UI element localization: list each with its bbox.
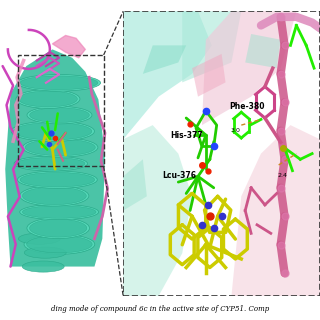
- Ellipse shape: [17, 75, 100, 91]
- Polygon shape: [143, 45, 186, 74]
- Text: Lcu-376: Lcu-376: [163, 171, 196, 180]
- Ellipse shape: [22, 187, 86, 205]
- Polygon shape: [123, 125, 192, 296]
- Ellipse shape: [16, 90, 80, 108]
- Polygon shape: [245, 34, 281, 68]
- Ellipse shape: [27, 106, 92, 124]
- Text: 3.0: 3.0: [230, 128, 240, 133]
- Ellipse shape: [11, 121, 94, 141]
- Polygon shape: [123, 11, 212, 139]
- Ellipse shape: [17, 157, 85, 170]
- Ellipse shape: [22, 206, 96, 218]
- Ellipse shape: [19, 233, 60, 244]
- Ellipse shape: [14, 123, 92, 140]
- Bar: [18, 55, 104, 166]
- Ellipse shape: [20, 172, 95, 187]
- Ellipse shape: [29, 219, 87, 237]
- Ellipse shape: [24, 247, 66, 258]
- Text: ding mode of compound 6c in the active site of CYP51. Comp: ding mode of compound 6c in the active s…: [51, 305, 269, 313]
- Ellipse shape: [24, 234, 95, 254]
- Ellipse shape: [18, 171, 97, 188]
- Ellipse shape: [20, 204, 99, 220]
- Polygon shape: [52, 36, 85, 58]
- Ellipse shape: [27, 218, 90, 238]
- Ellipse shape: [20, 76, 98, 90]
- Ellipse shape: [20, 186, 89, 206]
- Text: Phe-380: Phe-380: [229, 102, 265, 111]
- Polygon shape: [182, 11, 241, 82]
- Polygon shape: [231, 125, 320, 296]
- Polygon shape: [192, 54, 226, 97]
- Text: 2.4: 2.4: [278, 173, 288, 178]
- Ellipse shape: [23, 138, 98, 157]
- Polygon shape: [202, 11, 296, 125]
- Text: His-377: His-377: [171, 131, 203, 140]
- Ellipse shape: [27, 236, 92, 253]
- Ellipse shape: [30, 108, 89, 123]
- Ellipse shape: [25, 139, 95, 156]
- Ellipse shape: [22, 261, 64, 272]
- Ellipse shape: [19, 91, 77, 107]
- Ellipse shape: [14, 156, 88, 171]
- Polygon shape: [5, 49, 105, 267]
- Polygon shape: [123, 159, 147, 211]
